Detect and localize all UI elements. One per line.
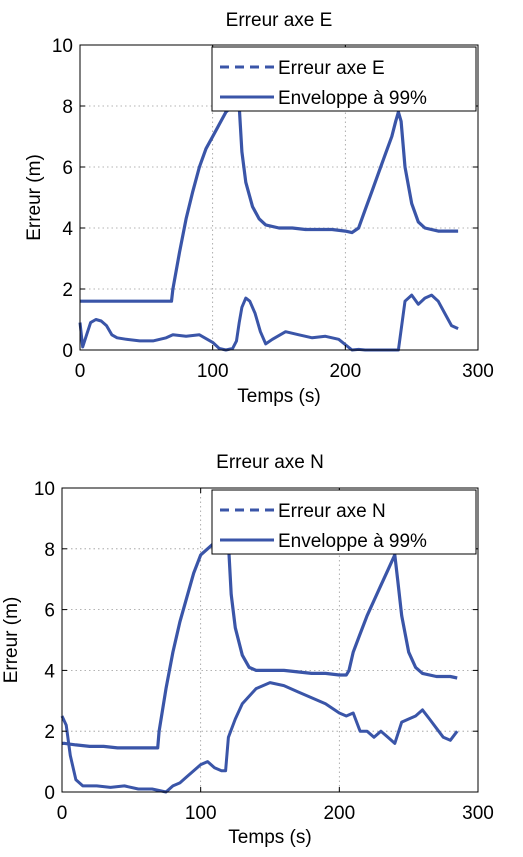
y-tick-label: 0 xyxy=(62,341,73,362)
chart-title: Erreur axe E xyxy=(226,10,333,31)
x-axis-label: Temps (s) xyxy=(237,386,320,407)
x-tick-label: 100 xyxy=(185,803,217,824)
legend: Erreur axe E Enveloppe à 99% xyxy=(212,47,476,111)
series-line-enveloppe xyxy=(62,543,457,748)
x-tick-label: 0 xyxy=(75,361,86,382)
y-tick-label: 0 xyxy=(44,783,55,804)
legend: Erreur axe N Enveloppe à 99% xyxy=(212,490,476,554)
series-line-erreur xyxy=(80,295,458,350)
legend-label-erreur: Erreur axe E xyxy=(278,58,385,79)
y-tick-label: 8 xyxy=(44,540,55,561)
y-tick-label: 4 xyxy=(62,219,73,240)
y-tick-label: 10 xyxy=(34,479,55,500)
x-tick-label: 0 xyxy=(57,803,68,824)
y-tick-label: 6 xyxy=(62,158,73,179)
legend-label-erreur: Erreur axe N xyxy=(278,501,386,522)
x-tick-label: 200 xyxy=(323,803,355,824)
y-axis-label: Erreur (m) xyxy=(1,597,22,684)
x-axis-label: Temps (s) xyxy=(228,827,311,848)
chart-panel-2: 0 100 200 300 0 2 4 6 8 10 Erreur axe N Temps (s) Er… xyxy=(1,452,494,848)
x-tick-label: 100 xyxy=(197,361,229,382)
series-line-erreur xyxy=(62,683,457,792)
y-tick-label: 6 xyxy=(44,601,55,622)
x-tick-label: 200 xyxy=(329,361,361,382)
x-tick-label: 300 xyxy=(462,803,494,824)
chart-title: Erreur axe N xyxy=(216,452,324,473)
chart-panel-1: 0 100 200 300 0 2 4 6 8 10 Erreur axe E Temps (s) Er… xyxy=(24,10,494,407)
x-tick-label: 300 xyxy=(462,361,494,382)
y-tick-label: 8 xyxy=(62,97,73,118)
y-tick-label: 2 xyxy=(62,280,73,301)
y-tick-label: 4 xyxy=(44,661,55,682)
legend-label-enveloppe: Enveloppe à 99% xyxy=(278,88,427,109)
y-tick-label: 2 xyxy=(44,722,55,743)
legend-label-enveloppe: Enveloppe à 99% xyxy=(278,531,427,552)
series-line-enveloppe xyxy=(80,106,458,301)
y-tick-label: 10 xyxy=(52,36,73,57)
y-axis-label: Erreur (m) xyxy=(24,154,45,241)
